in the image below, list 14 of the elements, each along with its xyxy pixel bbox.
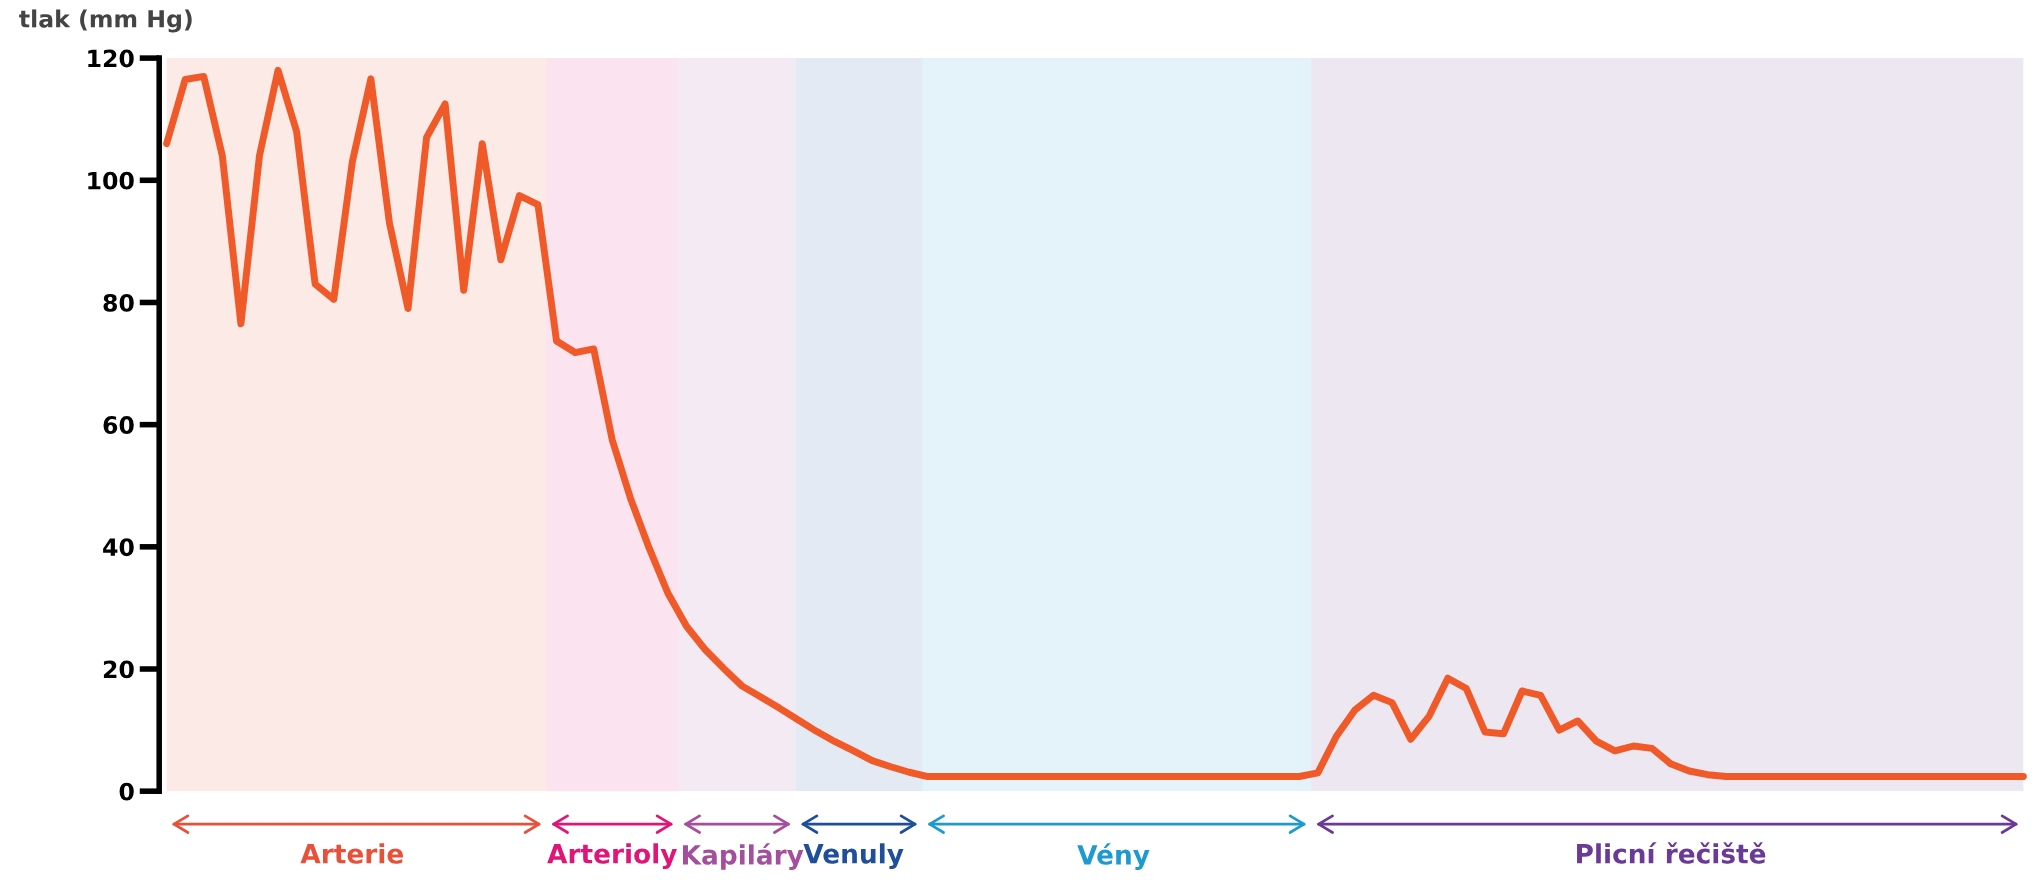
x-tick-label: Plicní řečiště xyxy=(1577,842,1766,864)
y-tick-label: 0 xyxy=(119,782,134,801)
y-tick-label: 40 xyxy=(103,538,134,557)
x-tick-label: Venuly xyxy=(803,843,904,870)
x-tick-label: Vény xyxy=(1077,843,1150,871)
y-tick-label: 20 xyxy=(103,660,134,679)
x-tick-label: Arterie xyxy=(300,843,403,864)
y-axis-title: tlak (mm Hg) xyxy=(19,9,192,33)
y-tick-label: 80 xyxy=(103,293,134,312)
y-tick-label: 100 xyxy=(88,171,134,190)
x-tick-label: Kapiláry xyxy=(683,843,804,871)
y-tick-label: 120 xyxy=(88,49,134,68)
y-tick-label: 60 xyxy=(103,416,134,434)
x-tick-label: Arterioly xyxy=(547,843,677,870)
